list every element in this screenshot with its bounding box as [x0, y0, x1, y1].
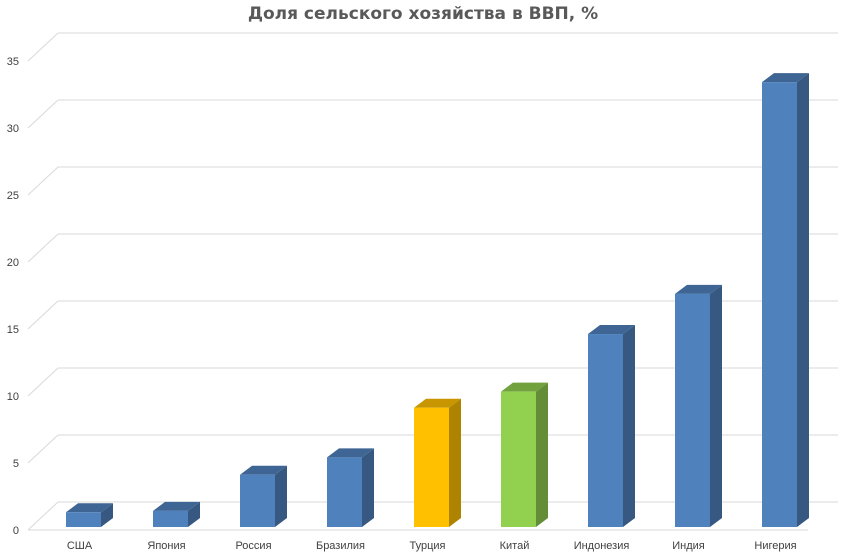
gridline-diag-1: [27, 434, 59, 464]
bar-top: [414, 398, 461, 408]
bar-side: [188, 501, 200, 527]
y-tick-label: 15: [7, 324, 19, 336]
bar-side: [275, 465, 287, 527]
x-category-label: Япония: [147, 540, 185, 552]
y-tick-label: 0: [13, 525, 19, 537]
x-axis-categories: США Япония Россия Бразилия Турция Китай Индоне…: [67, 540, 797, 552]
bar-front: [153, 510, 188, 527]
bar-side: [623, 325, 635, 527]
bar-8: [762, 73, 809, 528]
y-tick-label: 20: [7, 257, 19, 269]
bars: [66, 73, 809, 528]
bar-front: [675, 293, 710, 527]
x-category-label: Китай: [500, 540, 530, 552]
bar-2: [240, 465, 287, 527]
bar-top: [327, 448, 374, 458]
x-category-label: Индонезия: [574, 540, 630, 552]
bar-front: [414, 407, 449, 527]
gridline-diag-6: [27, 99, 59, 129]
bar-6: [588, 325, 635, 527]
gridline-diag-0: [27, 501, 59, 531]
bar-front: [501, 391, 536, 527]
bar-side: [536, 382, 548, 527]
gridline-diag-2: [27, 367, 59, 397]
bar-3: [327, 448, 374, 527]
gridline-diag-7: [27, 32, 59, 62]
gridline-diag-5: [27, 166, 59, 196]
y-tick-label: 5: [13, 458, 19, 470]
bar-5: [501, 382, 548, 527]
y-tick-label: 25: [7, 190, 19, 202]
bar-top: [675, 284, 722, 294]
bar-front: [66, 512, 101, 527]
bar-top: [240, 465, 287, 475]
bar-top: [762, 73, 809, 83]
x-category-label: Индия: [672, 540, 705, 552]
gridline-diag-3: [27, 300, 59, 330]
gridline-diag-4: [27, 233, 59, 263]
x-category-label: Нигерия: [754, 540, 796, 552]
bar-side: [449, 398, 461, 527]
chart-title: Доля сельского хозяйства в ВВП, %: [247, 4, 599, 24]
x-category-label: Бразилия: [316, 540, 365, 552]
y-tick-label: 10: [7, 391, 19, 403]
y-tick-label: 30: [7, 123, 19, 135]
bar-0: [66, 503, 113, 527]
bar-side: [710, 284, 722, 527]
bar-top: [588, 325, 635, 335]
bar-side: [797, 73, 809, 528]
x-category-label: Россия: [235, 540, 271, 552]
x-category-label: США: [67, 540, 93, 552]
bar-top: [153, 501, 200, 511]
bar-front: [327, 457, 362, 527]
bar-1: [153, 501, 200, 527]
bar-7: [675, 284, 722, 527]
bar-top: [66, 503, 113, 513]
bar-front: [240, 474, 275, 527]
y-tick-label: 35: [7, 56, 19, 68]
bar-side: [362, 448, 374, 527]
bar-side: [101, 503, 113, 527]
bar-front: [588, 334, 623, 527]
bar-top: [501, 382, 548, 392]
y-axis-ticks: 0 5 10 15 20 25 30 35: [7, 56, 19, 537]
x-category-label: Турция: [410, 540, 446, 552]
bar-front: [762, 82, 797, 528]
bar-4: [414, 398, 461, 527]
